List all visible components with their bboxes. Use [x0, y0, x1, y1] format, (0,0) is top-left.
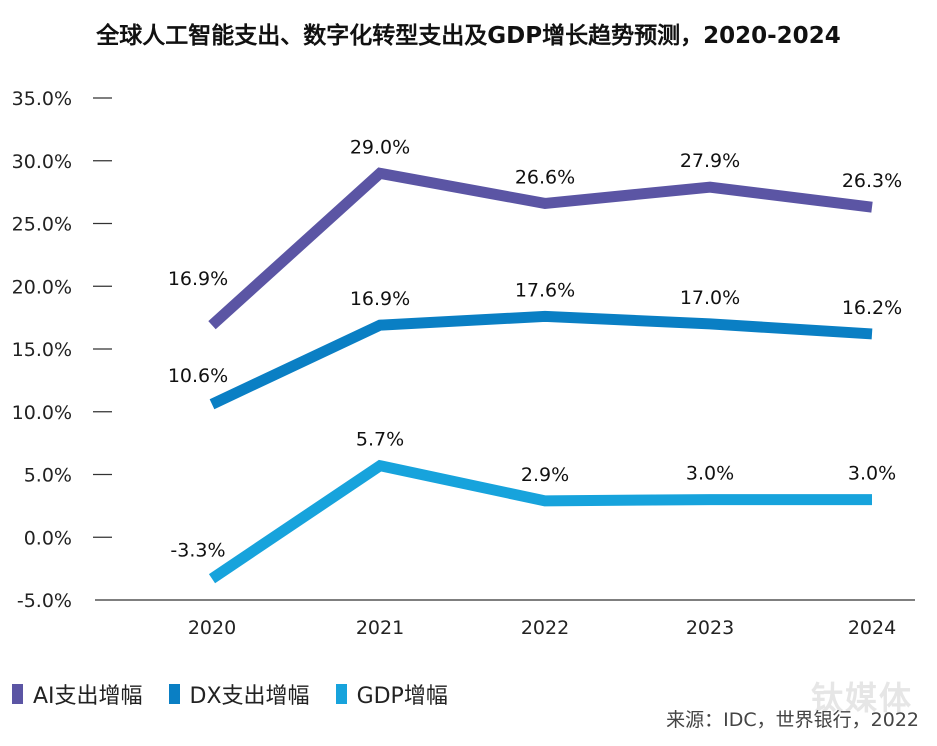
- x-tick-label: 2023: [686, 617, 734, 639]
- data-label: 16.2%: [842, 297, 902, 319]
- watermark-logo: 钛媒体: [810, 679, 913, 717]
- data-label: 26.6%: [515, 166, 575, 188]
- legend-item-ai: AI支出增幅: [12, 678, 143, 710]
- data-label: 27.9%: [680, 150, 740, 172]
- legend-label: DX支出增幅: [189, 684, 310, 709]
- y-tick-label: 20.0%: [12, 276, 72, 298]
- legend-item-dx: DX支出增幅: [168, 678, 310, 710]
- data-label: 3.0%: [848, 463, 896, 485]
- legend-label: AI支出增幅: [33, 684, 143, 709]
- y-tick-label: 25.0%: [12, 214, 72, 236]
- y-tick-label: 35.0%: [12, 88, 72, 110]
- source-note: 来源：IDC，世界银行，2022: [666, 709, 919, 731]
- chart-title: 全球人工智能支出、数字化转型支出及GDP增长趋势预测，2020-2024: [96, 23, 841, 49]
- legend-swatch: [12, 684, 23, 704]
- data-label: 5.7%: [356, 429, 404, 451]
- series-line-1: [209, 310, 873, 410]
- x-tick-label: 2021: [356, 617, 404, 639]
- y-tick-label: 10.0%: [12, 402, 72, 424]
- data-label: 17.6%: [515, 279, 575, 301]
- series-line-0: [208, 167, 873, 330]
- y-tick-label: 15.0%: [12, 339, 72, 361]
- data-label: 10.6%: [168, 365, 228, 387]
- data-label: 29.0%: [350, 136, 410, 158]
- data-label: 16.9%: [168, 268, 228, 290]
- legend: AI支出增幅 DX支出增幅 GDP增幅: [12, 678, 448, 710]
- data-label: -3.3%: [170, 540, 225, 562]
- data-label: 26.3%: [842, 170, 902, 192]
- y-tick-label: 0.0%: [24, 527, 72, 549]
- legend-swatch: [168, 684, 180, 704]
- x-tick-label: 2022: [521, 617, 569, 639]
- y-tick-label: 30.0%: [12, 151, 72, 173]
- y-tick-label: 5.0%: [24, 465, 72, 487]
- legend-label: GDP增幅: [356, 684, 448, 709]
- x-tick-label: 2024: [848, 617, 896, 639]
- legend-swatch: [335, 684, 347, 704]
- data-label: 3.0%: [686, 463, 734, 485]
- series-line-2: [208, 459, 872, 584]
- data-label: 2.9%: [521, 464, 569, 486]
- data-label: 17.0%: [680, 287, 740, 309]
- y-tick-label: -5.0%: [17, 590, 72, 612]
- legend-item-gdp: GDP增幅: [335, 678, 448, 710]
- data-label: 16.9%: [350, 288, 410, 310]
- x-tick-label: 2020: [188, 617, 236, 639]
